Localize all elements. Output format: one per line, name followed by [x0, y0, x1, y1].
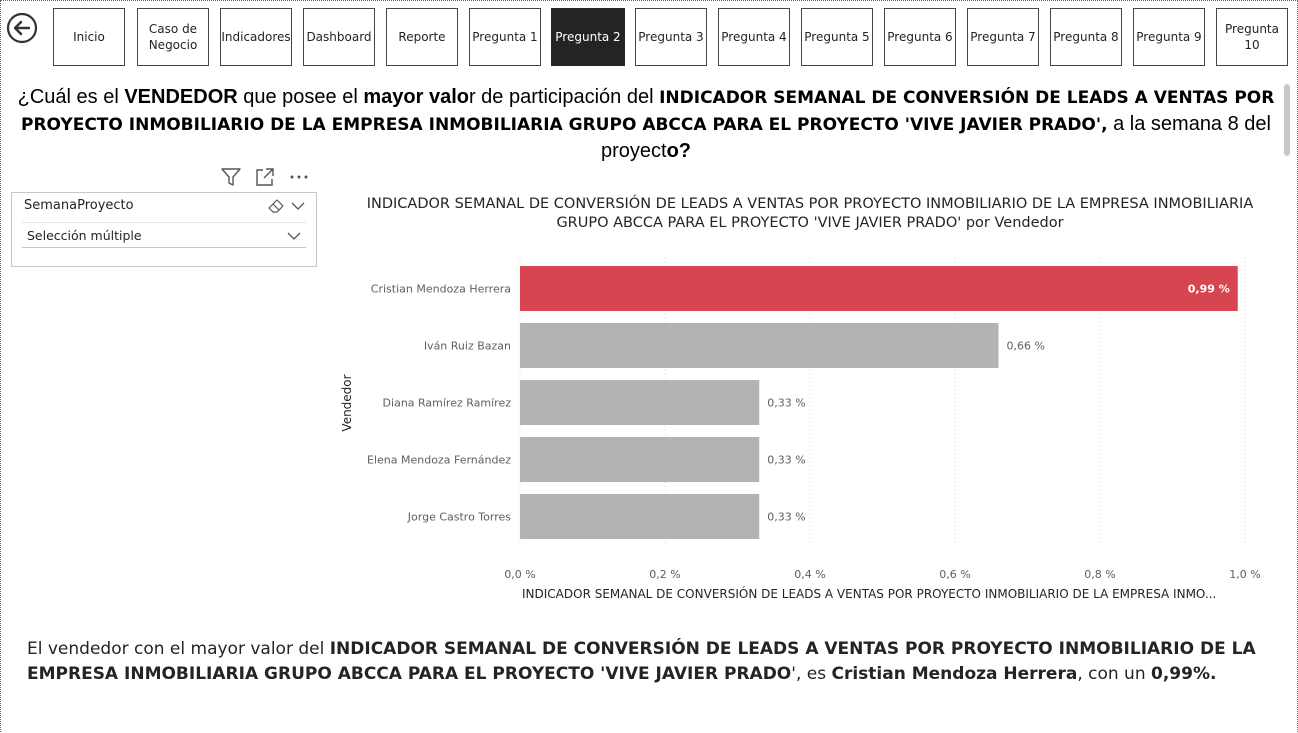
- bar: [520, 437, 760, 482]
- arrow-left-circle-icon: [6, 12, 38, 44]
- nav-button-10[interactable]: Pregunta 5: [801, 8, 873, 66]
- nav-button-2[interactable]: Caso de Negocio: [137, 8, 209, 66]
- bar: [520, 323, 999, 368]
- bar: [520, 380, 760, 425]
- data-label: 0,33 %: [767, 511, 805, 524]
- nav-button-3[interactable]: Indicadores: [220, 8, 292, 66]
- x-tick-label: 0,6 %: [939, 568, 970, 581]
- bar: [520, 266, 1238, 311]
- semana-proyecto-slicer: SemanaProyecto Selección múltiple: [11, 192, 317, 267]
- eraser-icon[interactable]: [268, 198, 284, 214]
- nav-button-12[interactable]: Pregunta 7: [967, 8, 1039, 66]
- nav-button-9[interactable]: Pregunta 4: [718, 8, 790, 66]
- nav-button-13[interactable]: Pregunta 8: [1050, 8, 1122, 66]
- nav-button-6[interactable]: Pregunta 1: [469, 8, 541, 66]
- data-label: 0,33 %: [767, 454, 805, 467]
- nav-button-4[interactable]: Dashboard: [303, 8, 375, 66]
- bar-chart: INDICADOR SEMANAL DE CONVERSIÓN DE LEADS…: [330, 188, 1290, 608]
- nav-button-14[interactable]: Pregunta 9: [1133, 8, 1205, 66]
- slicer-title: SemanaProyecto: [24, 198, 134, 213]
- question-text: ¿Cuál es el VENDEDOR que posee el mayor …: [17, 86, 1275, 162]
- category-label: Cristian Mendoza Herrera: [371, 283, 511, 296]
- x-tick-label: 0,8 %: [1084, 568, 1115, 581]
- question-scrollbar[interactable]: [1284, 84, 1290, 156]
- focus-mode-icon[interactable]: [254, 166, 276, 188]
- nav-button-15[interactable]: Pregunta 10: [1216, 8, 1288, 66]
- nav-button-7[interactable]: Pregunta 2: [551, 8, 625, 66]
- bar: [520, 494, 760, 539]
- more-options-icon[interactable]: [288, 166, 310, 188]
- y-axis-title: Vendedor: [340, 374, 354, 431]
- back-button[interactable]: [6, 12, 38, 44]
- chevron-down-icon[interactable]: [290, 198, 306, 214]
- category-label: Diana Ramírez Ramírez: [383, 397, 512, 410]
- x-tick-label: 0,4 %: [794, 568, 825, 581]
- chart-title-line-2: GRUPO ABCCA PARA EL PROYECTO 'VIVE JAVIE…: [556, 215, 1063, 231]
- x-axis-title: INDICADOR SEMANAL DE CONVERSIÓN DE LEADS…: [522, 586, 1216, 601]
- conclusion-text: El vendedor con el mayor valor del INDIC…: [27, 639, 1256, 684]
- nav-button-11[interactable]: Pregunta 6: [884, 8, 956, 66]
- x-tick-label: 0,2 %: [649, 568, 680, 581]
- category-label: Iván Ruiz Bazan: [424, 340, 511, 353]
- dropdown-chevron-icon: [286, 228, 302, 244]
- chart-title-line-1: INDICADOR SEMANAL DE CONVERSIÓN DE LEADS…: [367, 194, 1254, 212]
- nav-button-8[interactable]: Pregunta 3: [635, 8, 707, 66]
- filter-icon[interactable]: [220, 166, 242, 188]
- visual-header: [220, 166, 310, 188]
- chart-svg: INDICADOR SEMANAL DE CONVERSIÓN DE LEADS…: [340, 194, 1261, 601]
- category-label: Jorge Castro Torres: [407, 511, 511, 524]
- nav-button-1[interactable]: Inicio: [53, 8, 125, 66]
- slicer-dropdown[interactable]: Selección múltiple: [22, 222, 306, 248]
- x-tick-label: 0,0 %: [504, 568, 535, 581]
- data-label: 0,99 %: [1188, 283, 1230, 296]
- data-label: 0,66 %: [1007, 340, 1045, 353]
- slicer-selection: Selección múltiple: [27, 228, 142, 243]
- x-tick-label: 1,0 %: [1229, 568, 1260, 581]
- category-label: Elena Mendoza Fernández: [367, 454, 511, 467]
- nav-button-5[interactable]: Reporte: [386, 8, 458, 66]
- data-label: 0,33 %: [767, 397, 805, 410]
